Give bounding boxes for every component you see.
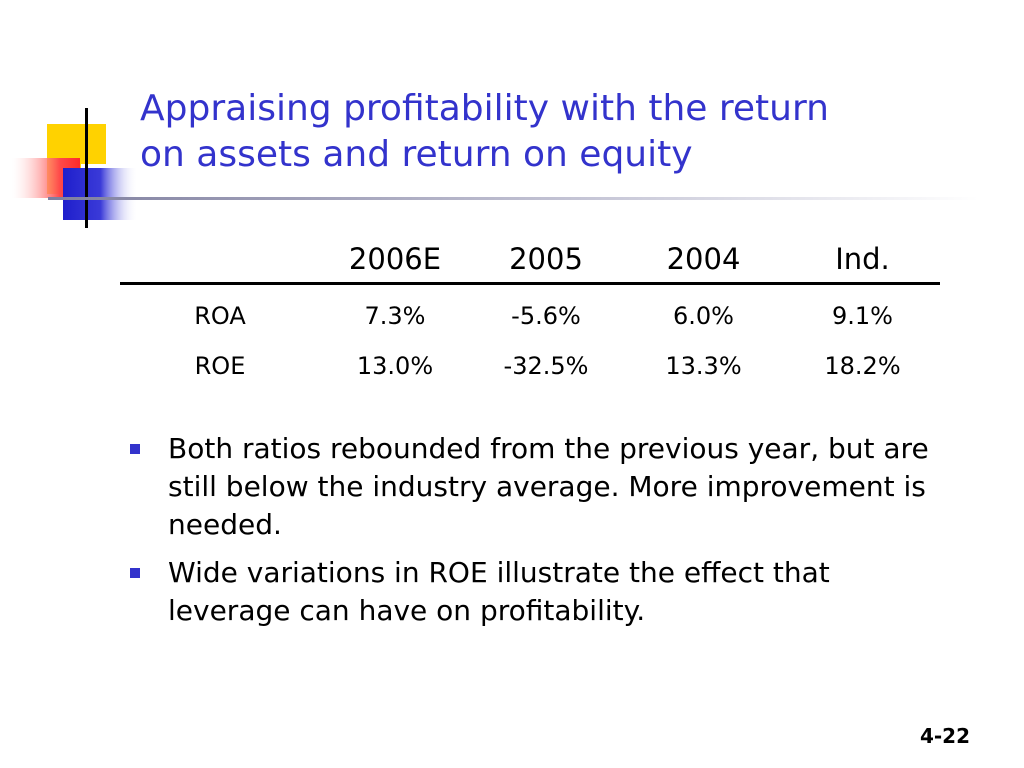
table-row-roa: ROA 7.3% -5.6% 6.0% 9.1% xyxy=(120,284,940,342)
header-2004: 2004 xyxy=(622,236,785,285)
bullet-list: Both ratios rebounded from the previous … xyxy=(130,430,950,640)
bullet-item-2: Wide variations in ROE illustrate the ef… xyxy=(130,554,950,630)
yellow-square-decoration-2 xyxy=(81,124,106,164)
header-2006e: 2006E xyxy=(320,236,470,285)
square-bullet-icon xyxy=(130,568,140,578)
header-industry: Ind. xyxy=(785,236,940,285)
table-cell: 6.0% xyxy=(673,302,734,330)
horizontal-rule-decoration xyxy=(48,197,978,200)
slide-title: Appraising profitability with the return… xyxy=(140,86,1000,178)
header-empty xyxy=(120,236,320,285)
vertical-line-decoration xyxy=(85,108,88,228)
table-cell: 9.1% xyxy=(832,302,893,330)
table-header-row: 2006E 2005 2004 Ind. xyxy=(120,236,940,285)
table-cell: 13.0% xyxy=(356,352,434,380)
header-2005: 2005 xyxy=(470,236,622,285)
slide-decoration xyxy=(12,108,978,228)
table-row-roe: ROE 13.0% -32.5% 13.3% 18.2% xyxy=(120,341,940,391)
slide-title-line-1: Appraising profitability with the return xyxy=(140,88,829,129)
page-number: 4-22 xyxy=(919,724,970,748)
square-bullet-icon xyxy=(130,444,140,454)
bullet-item-1: Both ratios rebounded from the previous … xyxy=(130,430,950,544)
slide-title-line-2: on assets and return on equity xyxy=(140,134,693,175)
table-cell: 13.3% xyxy=(665,352,742,380)
row-label-roa: ROA xyxy=(194,302,246,330)
bullet-text-2: Wide variations in ROE illustrate the ef… xyxy=(168,556,830,627)
table-cell: -5.6% xyxy=(511,302,581,330)
blue-bar-decoration xyxy=(63,168,138,220)
table-cell: 7.3% xyxy=(364,302,426,330)
row-label-roe: ROE xyxy=(194,352,246,380)
table-cell: -32.5% xyxy=(503,352,589,380)
table-cell: 18.2% xyxy=(824,352,901,380)
bullet-text-1: Both ratios rebounded from the previous … xyxy=(168,432,929,541)
ratio-table: 2006E 2005 2004 Ind. ROA 7.3% -5.6% 6.0%… xyxy=(120,236,940,391)
